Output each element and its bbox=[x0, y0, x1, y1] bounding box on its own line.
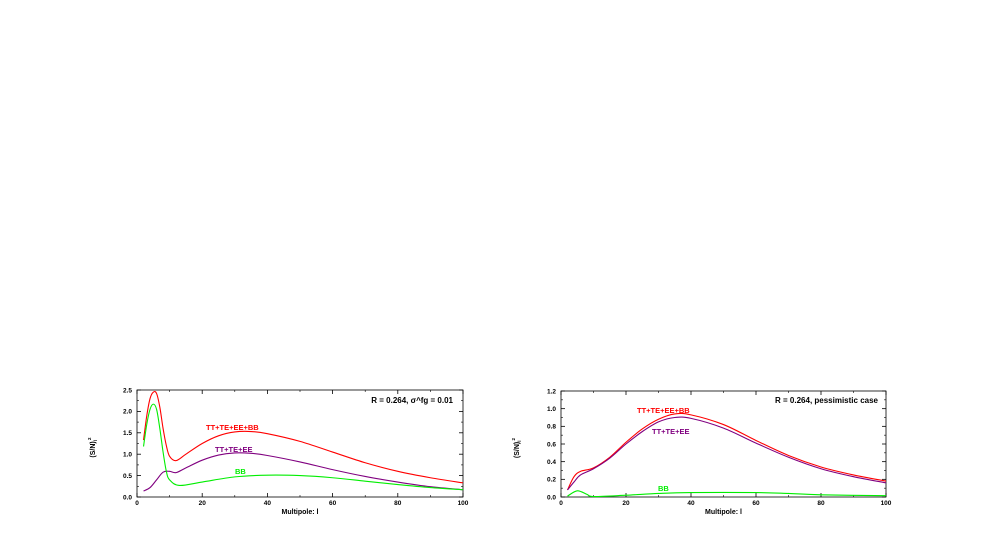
series-label: TT+TE+EE bbox=[215, 445, 253, 454]
y-axis-label: (S/N)l2 bbox=[511, 437, 522, 458]
y-axis-label-sup: 2 bbox=[87, 437, 92, 440]
y-axis-label-main: (S/N) bbox=[514, 442, 521, 458]
series-label: TT+TE+EE bbox=[652, 427, 690, 436]
x-tick-label: 0 bbox=[559, 500, 563, 507]
chart-annotation: R = 0.264, σ^fg = 0.01 bbox=[371, 396, 453, 405]
y-axis-label: (S/N)l2 bbox=[87, 437, 98, 458]
x-tick-label: 20 bbox=[199, 500, 207, 507]
x-tick-label: 40 bbox=[264, 500, 272, 507]
y-tick-label: 0.2 bbox=[547, 477, 556, 484]
y-axis-label-main: (S/N) bbox=[90, 441, 97, 457]
x-tick-label: 60 bbox=[752, 500, 760, 507]
series-line-tt-te-ee bbox=[567, 416, 887, 491]
chart-annotation: R = 0.264, pessimistic case bbox=[775, 396, 879, 405]
y-tick-label: 2.5 bbox=[123, 387, 132, 394]
x-tick-label: 100 bbox=[881, 500, 892, 507]
y-tick-label: 1.0 bbox=[547, 406, 556, 413]
y-tick-label: 0.5 bbox=[123, 473, 132, 480]
y-tick-label: 0.8 bbox=[547, 424, 556, 431]
x-axis-label: Multipole: l bbox=[282, 509, 319, 516]
x-tick-label: 60 bbox=[329, 500, 337, 507]
y-tick-label: 0.0 bbox=[547, 494, 556, 501]
chart-2: 0 20 40 60 80 100 0.0 0.2 0.4 0.6 0.8 1.0 1.2 Multipo… bbox=[511, 388, 892, 516]
y-axis-label-sup: 2 bbox=[511, 437, 516, 440]
series-line-tt-te-ee bbox=[143, 452, 464, 492]
y-tick-label: 0.0 bbox=[123, 494, 132, 501]
series-label: TT+TE+EE+BB bbox=[637, 406, 690, 415]
series-label: BB bbox=[235, 467, 246, 476]
y-tick-label: 0.4 bbox=[547, 459, 556, 466]
series-line-tt-te-ee-bb bbox=[142, 390, 464, 484]
y-tick-label: 1.5 bbox=[123, 430, 132, 437]
chart-1: 0 20 40 60 80 100 0.0 0.5 1.0 1.5 2.0 2.5 Multipole:… bbox=[87, 387, 469, 516]
x-tick-label: 80 bbox=[817, 500, 825, 507]
y-axis-label-sub: l bbox=[517, 440, 522, 441]
y-tick-label: 2.0 bbox=[123, 409, 132, 416]
series-line-tt-te-ee-bb bbox=[567, 412, 887, 491]
series-label: BB bbox=[658, 484, 669, 493]
x-tick-label: 80 bbox=[394, 500, 402, 507]
x-tick-label: 100 bbox=[458, 500, 469, 507]
y-axis-label-sub: l bbox=[93, 440, 98, 441]
x-axis-label: Multipole: l bbox=[705, 509, 742, 516]
plot-frame bbox=[136, 389, 464, 498]
series-line-bb bbox=[567, 490, 887, 498]
y-tick-label: 1.2 bbox=[547, 388, 556, 395]
series-line-bb bbox=[142, 403, 464, 491]
series-label: TT+TE+EE+BB bbox=[206, 423, 259, 432]
y-tick-label: 0.6 bbox=[547, 441, 556, 448]
x-tick-label: 20 bbox=[622, 500, 630, 507]
plot-frame bbox=[560, 390, 887, 498]
y-tick-label: 1.0 bbox=[123, 452, 132, 459]
x-tick-label: 40 bbox=[687, 500, 695, 507]
x-tick-label: 0 bbox=[135, 500, 139, 507]
